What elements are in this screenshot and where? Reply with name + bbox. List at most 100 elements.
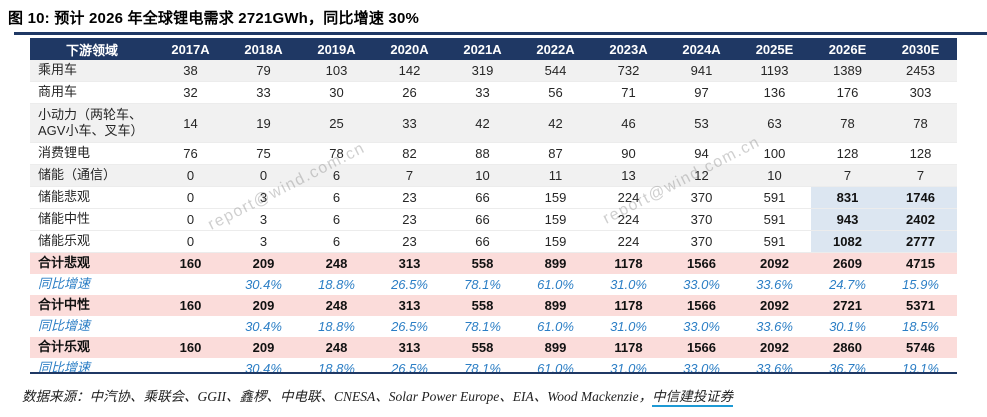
cell-value: 899	[519, 252, 592, 274]
cell-value: 42	[519, 103, 592, 143]
cell-value: 558	[446, 295, 519, 316]
cell-value: 103	[300, 60, 373, 82]
cell-value: 33	[446, 81, 519, 104]
cell-value: 33.6%	[756, 361, 793, 376]
cell-value: 33	[373, 103, 446, 143]
cell-value: 224	[592, 186, 665, 209]
table-row: 合计中性 160 209 248 313 558 899 1178 1566 2092 2721 53…	[30, 295, 957, 316]
cell-value: 831	[811, 186, 884, 209]
row-label: 消费锂电	[30, 142, 154, 165]
cell-value: 313	[373, 337, 446, 358]
cell-value: 33.6%	[756, 319, 793, 334]
row-label: 储能（通信）	[30, 164, 154, 187]
cell-value: 159	[519, 230, 592, 253]
row-label: 小动力（两轮车、AGV小车、叉车）	[30, 103, 154, 143]
cell-value: 1178	[592, 337, 665, 358]
cell-value: 7	[373, 164, 446, 187]
cell-value: 128	[811, 142, 884, 165]
cell-value: 941	[665, 60, 738, 82]
cell-value: 319	[446, 60, 519, 82]
cell-value: 2092	[738, 295, 811, 316]
year-column-header: 2018A	[227, 38, 300, 60]
table-row: 储能悲观 0 3 6 23 66 159 224 370 591 831 1746	[30, 186, 957, 209]
table-row: 合计悲观 160 209 248 313 558 899 1178 1566 2092 2609 47…	[30, 252, 957, 274]
cell-value: 36.7%	[829, 361, 866, 376]
cell-value: 38	[154, 60, 227, 82]
cell-value: 78	[811, 103, 884, 143]
year-column-header: 2019A	[300, 38, 373, 60]
cell-value: 18.8%	[318, 319, 355, 334]
cell-value: 61.0%	[537, 361, 574, 376]
cell-value: 160	[154, 252, 227, 274]
table-row: 同比增速 30.4% 18.8% 26.5% 78.1% 61.0% 31.0% 33.0% 3…	[30, 358, 957, 379]
cell-value: 313	[373, 252, 446, 274]
cell-value: 558	[446, 252, 519, 274]
table-row: 消费锂电 76 75 78 82 88 87 90 94 100 128 128	[30, 142, 957, 165]
cell-value: 1178	[592, 295, 665, 316]
cell-value: 97	[665, 81, 738, 104]
cell-value: 1566	[665, 252, 738, 274]
cell-value: 2092	[738, 337, 811, 358]
cell-value: 6	[300, 186, 373, 209]
cell-value: 78	[884, 103, 957, 143]
cell-value: 14	[154, 103, 227, 143]
cell-value: 3	[227, 208, 300, 231]
cell-value: 370	[665, 230, 738, 253]
cell-value: 26.5%	[391, 277, 428, 292]
cell-value	[154, 316, 227, 337]
table-row: 乘用车 38 79 103 142 319 544 732 941 1193 1389 2453	[30, 60, 957, 82]
cell-value: 78	[300, 142, 373, 165]
cell-value: 0	[154, 164, 227, 187]
cell-value: 3	[227, 186, 300, 209]
cell-value: 136	[738, 81, 811, 104]
row-label: 乘用车	[30, 60, 154, 82]
cell-value: 0	[154, 208, 227, 231]
row-label: 合计悲观	[30, 252, 154, 274]
cell-value: 78.1%	[464, 361, 501, 376]
cell-value: 23	[373, 186, 446, 209]
cell-value: 42	[446, 103, 519, 143]
table-header-row: 下游领域 2017A 2018A 2019A 2020A 2021A 2022A 2023A 2…	[30, 38, 957, 60]
cell-value: 160	[154, 295, 227, 316]
cell-value: 26	[373, 81, 446, 104]
cell-value: 7	[811, 164, 884, 187]
year-column-header: 2024A	[665, 38, 738, 60]
cell-value: 2609	[811, 252, 884, 274]
row-label: 同比增速	[38, 360, 91, 376]
cell-value: 3	[227, 230, 300, 253]
cell-value: 1566	[665, 295, 738, 316]
cell-value: 209	[227, 295, 300, 316]
cell-value: 248	[300, 295, 373, 316]
cell-value: 30	[300, 81, 373, 104]
cell-value: 899	[519, 295, 592, 316]
cell-value: 591	[738, 208, 811, 231]
cell-value: 19.1%	[902, 361, 939, 376]
cell-value: 732	[592, 60, 665, 82]
cell-value: 61.0%	[537, 319, 574, 334]
cell-value: 33.0%	[683, 277, 720, 292]
cell-value: 94	[665, 142, 738, 165]
cell-value: 88	[446, 142, 519, 165]
cell-value: 26.5%	[391, 319, 428, 334]
cell-value: 76	[154, 142, 227, 165]
cell-value: 15.9%	[902, 277, 939, 292]
cell-value	[154, 358, 227, 379]
cell-value: 1746	[884, 186, 957, 209]
data-source-text: 数据来源：中汽协、乘联会、GGII、鑫椤、中电联、CNESA、Solar Pow…	[22, 389, 653, 404]
cell-value: 1178	[592, 252, 665, 274]
row-label: 合计中性	[30, 295, 154, 316]
cell-value: 370	[665, 208, 738, 231]
cell-value: 224	[592, 208, 665, 231]
cell-value: 224	[592, 230, 665, 253]
cell-value: 2092	[738, 252, 811, 274]
cell-value: 0	[154, 230, 227, 253]
table-row: 同比增速 30.4% 18.8% 26.5% 78.1% 61.0% 31.0% 33.0% 3…	[30, 274, 957, 295]
figure-title: 图 10: 预计 2026 年全球锂电需求 2721GWh，同比增速 30%	[8, 10, 420, 27]
cell-value: 6	[300, 164, 373, 187]
cell-value: 1082	[811, 230, 884, 253]
row-label: 商用车	[30, 81, 154, 104]
cell-value: 12	[665, 164, 738, 187]
source-link[interactable]: 中信建投证券	[652, 389, 734, 407]
cell-value: 31.0%	[610, 319, 647, 334]
cell-value: 303	[884, 81, 957, 104]
